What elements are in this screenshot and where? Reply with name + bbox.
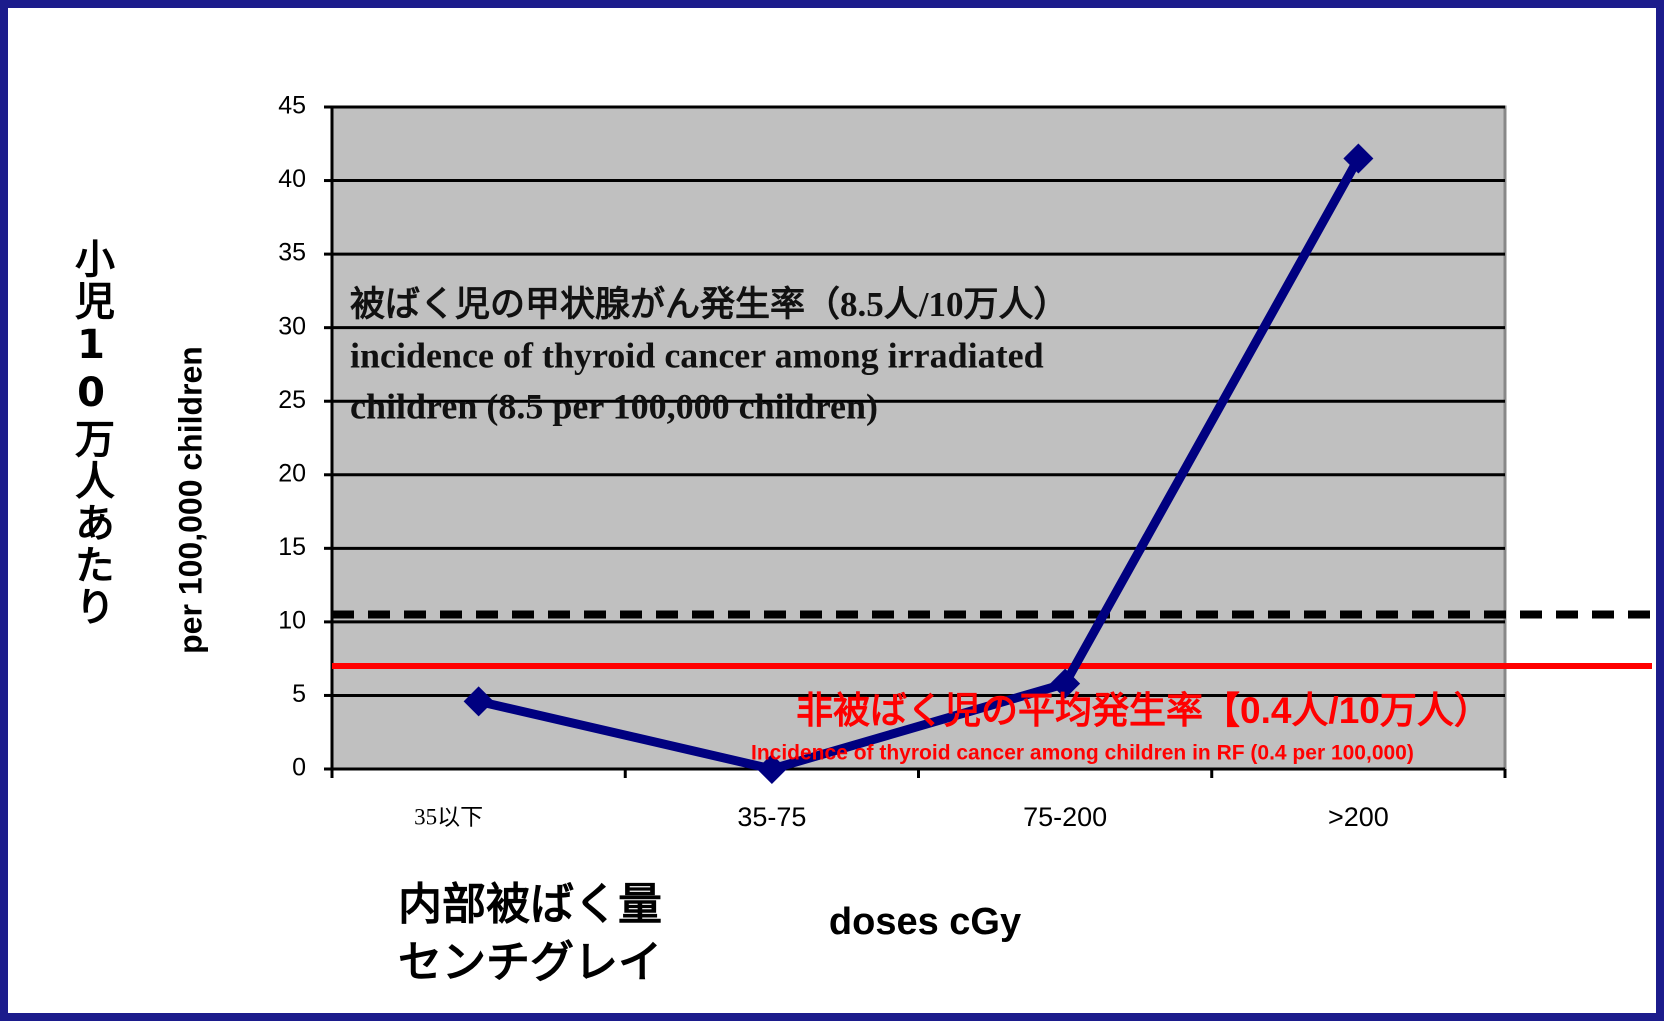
x-tick-label: 35以下 (414, 804, 483, 829)
x-tick-label: 35-75 (737, 802, 806, 832)
x-tick-label: >200 (1328, 802, 1389, 832)
marker (756, 754, 787, 784)
y-tick-label: 25 (278, 386, 306, 414)
y-tick-label: 0 (292, 754, 306, 782)
x-axis-label: センチグレイ (398, 937, 662, 988)
y-tick-label: 10 (278, 606, 306, 634)
x-axis-label: doses cGy (829, 901, 1021, 943)
y-tick-label: 5 (292, 680, 306, 708)
y-tick-label: 15 (278, 533, 306, 561)
y-tick-label: 35 (278, 239, 306, 267)
x-tick-label: 75-200 (1023, 802, 1107, 832)
annotation: 被ばく児の甲状腺がん発生率（8.5人/10万人） (350, 285, 1068, 324)
marker (1343, 143, 1374, 174)
y-axis-label: 小児10万人あたり (68, 238, 114, 628)
marker (1050, 668, 1081, 699)
y-axis-label: per 100,000 children (172, 346, 208, 654)
annotation: Incidence of thyroid cancer among childr… (751, 742, 1414, 765)
annotation: children (8.5 per 100,000 children) (350, 386, 878, 426)
marker (463, 686, 494, 717)
y-tick-label: 40 (278, 165, 306, 193)
annotation: incidence of thyroid cancer among irradi… (350, 335, 1044, 375)
y-tick-label: 30 (278, 312, 306, 340)
y-tick-label: 45 (278, 92, 306, 120)
series-line (477, 156, 1363, 774)
annotation: 非被ばく児の平均発生率【0.4人/10万人） (796, 690, 1491, 731)
x-axis-label: 内部被ばく量 (398, 879, 662, 930)
y-tick-label: 20 (278, 459, 306, 487)
